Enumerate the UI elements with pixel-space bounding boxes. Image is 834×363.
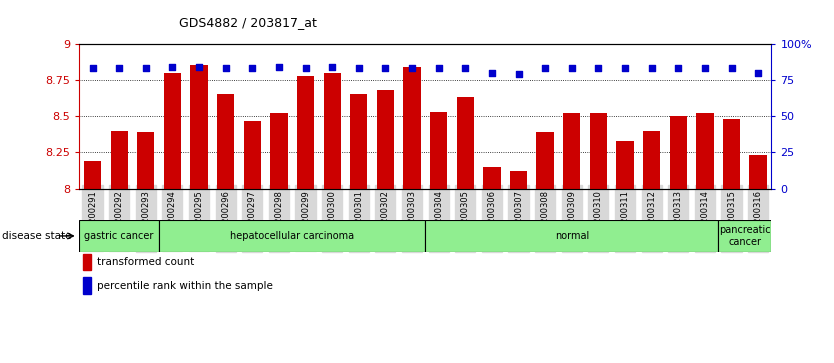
Text: gastric cancer: gastric cancer (84, 231, 153, 241)
Point (671, 65, 685, 71)
Point (113, 65, 126, 71)
Bar (244, 121, 261, 189)
Bar (718, 220, 771, 252)
Bar (217, 94, 234, 189)
Point (352, 65, 365, 71)
Point (565, 65, 579, 71)
Bar (457, 97, 474, 189)
Point (299, 65, 312, 71)
Bar (270, 113, 288, 189)
Point (618, 65, 631, 71)
Text: percentile rank within the sample: percentile rank within the sample (97, 281, 273, 291)
Point (139, 65, 153, 71)
Point (591, 65, 605, 71)
Point (645, 65, 658, 71)
Text: disease state: disease state (3, 231, 75, 241)
Point (219, 65, 233, 71)
Point (432, 65, 445, 71)
Text: normal: normal (555, 231, 589, 241)
Bar (643, 131, 661, 189)
Bar (297, 76, 314, 189)
Bar (430, 112, 447, 189)
Point (459, 65, 472, 71)
Point (166, 64, 179, 70)
Point (245, 65, 259, 71)
Bar (483, 167, 500, 189)
Point (725, 65, 738, 71)
Bar (563, 113, 580, 189)
Bar (377, 90, 394, 189)
Bar (510, 171, 527, 189)
Bar (723, 119, 740, 189)
Bar (84, 161, 101, 189)
Point (86, 65, 99, 71)
Bar (536, 132, 554, 189)
Text: hepatocellular carcinoma: hepatocellular carcinoma (230, 231, 354, 241)
Point (379, 65, 392, 71)
Bar (79, 220, 159, 252)
Bar (83, 254, 91, 270)
Text: pancreatic
cancer: pancreatic cancer (719, 225, 771, 247)
Bar (159, 220, 425, 252)
Bar (750, 155, 766, 189)
Bar (83, 277, 91, 294)
Point (485, 70, 499, 76)
Point (193, 64, 206, 70)
Bar (163, 73, 181, 189)
Bar (111, 131, 128, 189)
Point (272, 64, 285, 70)
Text: GDS4882 / 203817_at: GDS4882 / 203817_at (179, 16, 317, 29)
Bar (190, 65, 208, 189)
Bar (670, 116, 687, 189)
Bar (137, 132, 154, 189)
Bar (350, 94, 368, 189)
Point (751, 70, 765, 76)
Bar (324, 73, 341, 189)
Point (512, 71, 525, 77)
Point (325, 64, 339, 70)
Text: transformed count: transformed count (97, 257, 193, 267)
Bar (425, 220, 718, 252)
Point (698, 65, 711, 71)
Point (405, 65, 419, 71)
Bar (404, 67, 420, 189)
Point (539, 65, 552, 71)
Bar (616, 141, 634, 189)
Bar (590, 113, 607, 189)
Bar (696, 113, 714, 189)
